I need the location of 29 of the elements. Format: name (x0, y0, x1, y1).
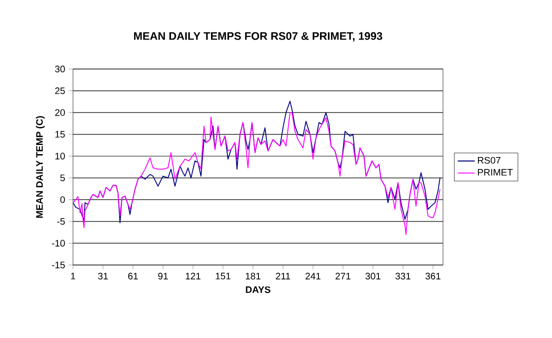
y-tick-label: 20 (55, 109, 65, 116)
x-tick-label: 31 (98, 272, 108, 280)
x-tick-label: 91 (158, 272, 168, 280)
x-tick-label: 211 (276, 272, 290, 280)
y-tick-label: 25 (55, 87, 65, 94)
x-tick-label: 271 (336, 272, 350, 280)
x-tick-label: 241 (306, 272, 320, 280)
y-tick-label: -15 (52, 262, 65, 268)
y-tick-label: 5 (60, 174, 65, 182)
x-tick-label: 361 (425, 272, 440, 280)
x-tick-label: 1 (71, 272, 76, 280)
x-tick-label: 301 (365, 272, 380, 280)
y-tick-label: -5 (57, 218, 65, 225)
x-tick-label: 61 (128, 272, 138, 280)
chart-title: MEAN DAILY TEMPS FOR RS07 & PRIMET, 1993 (134, 32, 382, 42)
line-series (73, 112, 440, 235)
x-tick-label: 331 (395, 272, 410, 280)
legend-label: PRIMET (478, 169, 513, 176)
legend-label: RS07 (478, 156, 500, 164)
y-tick-label: 15 (55, 131, 65, 138)
y-tick-label: 10 (55, 152, 65, 160)
x-tick-label: 151 (216, 272, 230, 280)
y-tick-label: -10 (52, 240, 65, 247)
y-axis-title: MEAN DAILY TEMP (C) (36, 116, 45, 218)
y-tick-label: 0 (60, 196, 65, 204)
x-tick-label: 121 (186, 272, 200, 280)
x-axis-title: DAYS (246, 286, 270, 294)
x-tick-label: 181 (246, 272, 260, 280)
y-tick-label: 30 (55, 66, 65, 72)
